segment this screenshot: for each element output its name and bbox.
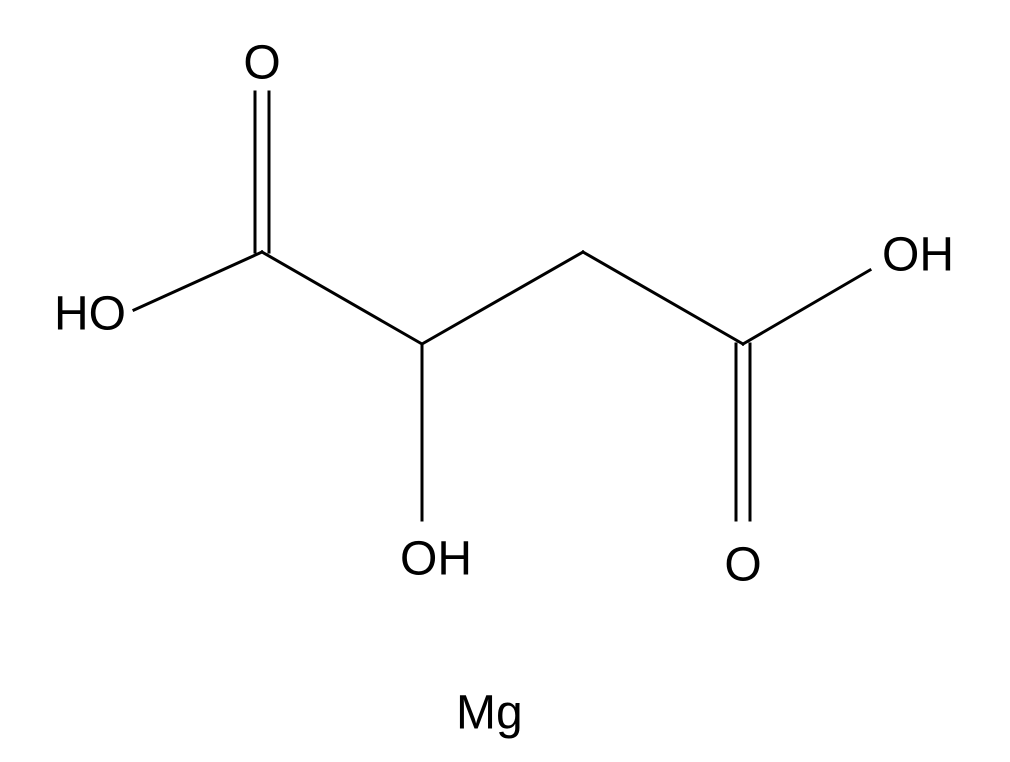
bond-line [134, 252, 262, 310]
bond-line [262, 252, 422, 344]
bond-line [583, 252, 743, 344]
bonds-group [134, 92, 870, 520]
atom-label-o_top: O [243, 37, 280, 90]
bond-line [743, 270, 870, 344]
atom-label-mg: Mg [456, 687, 523, 740]
atom-label-o_bottom: O [724, 539, 761, 592]
atom-label-ho_left: HO [54, 288, 126, 341]
atom-label-oh_right_top: OH [882, 229, 954, 282]
chemical-structure-diagram: O OH HO OH O Mg [0, 0, 1010, 762]
atom-label-oh_mid_bottom: OH [400, 533, 472, 586]
atoms-group: O OH HO OH O Mg [54, 37, 954, 740]
bond-line [422, 252, 583, 344]
